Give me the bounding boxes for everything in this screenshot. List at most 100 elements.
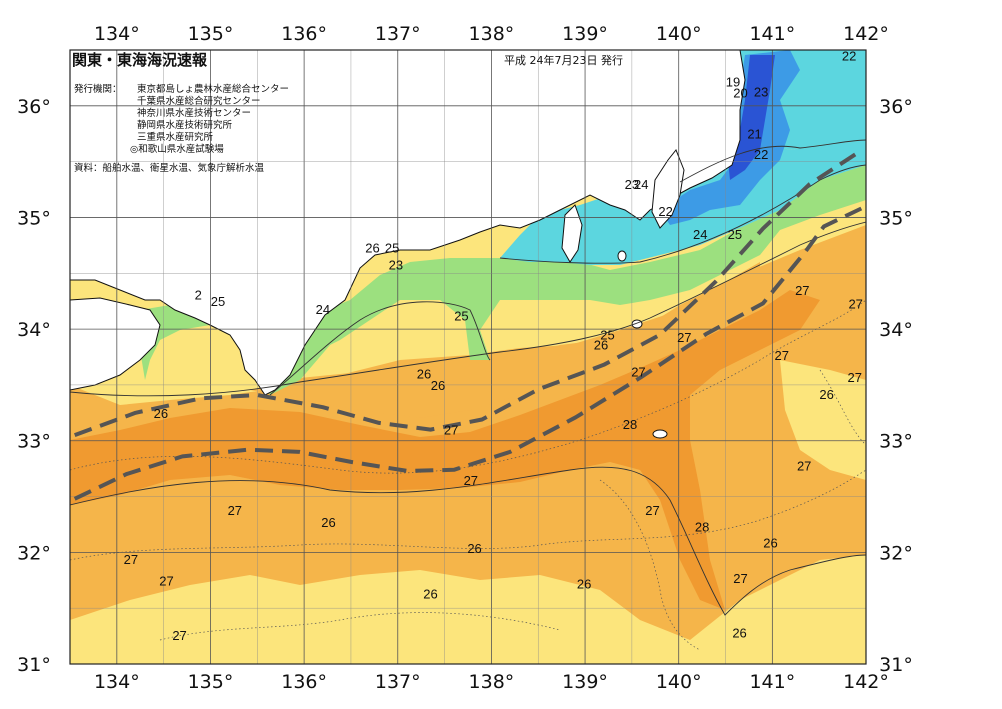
isotherm-label: 24	[634, 177, 648, 192]
map-frame	[69, 49, 867, 665]
isotherm-label: 26	[423, 587, 437, 602]
isotherm-label: 26	[467, 541, 481, 556]
lat-label-left: 34°	[17, 319, 51, 341]
zone-very-warm-core	[70, 290, 820, 610]
issuer-3: 静岡県水産技術研究所	[137, 119, 233, 131]
issuer-5: ◎和歌山県水産試験場	[130, 143, 224, 155]
isotherm-label: 21	[747, 127, 761, 142]
isotherm-label: 26	[594, 338, 608, 353]
map-title: 関東・東海海況速報	[72, 51, 208, 69]
isotherm-label: 27	[774, 348, 788, 363]
lat-label-right: 35°	[879, 207, 913, 229]
issuer-4: 三重県水産研究所	[137, 131, 214, 143]
isotherm-label: 19	[726, 74, 740, 89]
isotherm-label: 23	[625, 177, 639, 192]
lon-label-bottom: 138°	[469, 671, 515, 693]
issuer-0: 東京都島しょ農林水産総合センター	[137, 83, 289, 95]
isotherm-label: 25	[600, 328, 614, 343]
isotherm-label: 27	[797, 458, 811, 473]
axis-labels: 134° 134° 135° 135° 136° 136° 137° 137° 138° 138°…	[17, 23, 913, 693]
isotherm-label: 27	[677, 330, 691, 345]
isotherm-lines	[70, 139, 866, 616]
land-honshu	[70, 50, 746, 396]
lon-label-top: 135°	[188, 23, 234, 45]
isotherm-label: 25	[211, 294, 225, 309]
lat-label-left: 36°	[17, 96, 51, 118]
issuer-1: 千葉県水産総合研究センター	[137, 95, 261, 107]
isotherm-label: 28	[623, 417, 637, 432]
isotherm-label: 25	[454, 309, 468, 324]
lon-label-bottom: 135°	[188, 671, 234, 693]
isotherm-label: 27	[631, 365, 645, 380]
lon-label-bottom: 136°	[281, 671, 327, 693]
zone-mild-south	[70, 555, 866, 664]
header-block: 関東・東海海況速報 平成 24年7月23日 発行 発行機関： 東京都島しょ農林水…	[72, 51, 623, 174]
issuer-2: 神奈川県水産技術センター	[137, 107, 251, 119]
graticule	[70, 50, 866, 664]
isotherm-label: 23	[389, 257, 403, 272]
zone-mild-east	[780, 360, 866, 480]
lon-label-bottom: 137°	[375, 671, 421, 693]
issuer-label: 発行機関：	[74, 83, 122, 95]
isotherm-label: 27	[124, 552, 138, 567]
isotherm-label: 28	[695, 520, 709, 535]
isotherm-label: 25	[385, 241, 399, 256]
isotherm-label: 27	[228, 503, 242, 518]
isotherm-label: 26	[763, 535, 777, 550]
isotherm-label: 27	[848, 296, 862, 311]
lat-label-left: 31°	[17, 654, 51, 676]
isotherm-label: 22	[754, 147, 768, 162]
sub-isotherms	[70, 299, 866, 651]
issue-date: 平成 24年7月23日 発行	[504, 53, 623, 67]
lat-label-right: 32°	[879, 542, 913, 564]
zone-transition-2	[290, 165, 866, 380]
lon-label-bottom: 139°	[562, 671, 608, 693]
kuroshio-path-inner	[74, 148, 863, 437]
temperature-field	[70, 50, 866, 664]
kuroshio-paths	[73, 148, 863, 501]
isotherm-label: 25	[728, 227, 742, 242]
isotherm-label: 26	[417, 367, 431, 382]
lon-label-top: 136°	[281, 23, 327, 45]
isotherm-label: 24	[693, 227, 707, 242]
isotherm-label: 26	[431, 378, 445, 393]
lon-label-top: 134°	[94, 23, 140, 45]
isotherm-label: 26	[321, 515, 335, 530]
lon-label-top: 138°	[469, 23, 515, 45]
land-izu	[561, 204, 583, 263]
land-oshima	[617, 250, 627, 262]
lon-label-top: 139°	[562, 23, 608, 45]
isotherm-label: 20	[733, 85, 747, 100]
lat-label-right: 33°	[879, 431, 913, 453]
isotherm-label: 27	[444, 423, 458, 438]
isotherm-label: 26	[732, 626, 746, 641]
isotherm-label: 23	[754, 84, 768, 99]
isotherm-label: 27	[172, 628, 186, 643]
lon-label-top: 142°	[843, 23, 889, 45]
lon-label-top: 141°	[749, 23, 795, 45]
isotherm-label: 26	[365, 241, 379, 256]
lon-label-bottom: 141°	[749, 671, 795, 693]
lon-label-bottom: 134°	[94, 671, 140, 693]
isotherm-label: 26	[154, 406, 168, 421]
lon-label-bottom: 142°	[843, 671, 889, 693]
isotherm-label: 27	[795, 283, 809, 298]
isotherm-label: 24	[316, 302, 330, 317]
lat-label-left: 35°	[17, 207, 51, 229]
lon-label-bottom: 140°	[656, 671, 702, 693]
lat-label-left: 32°	[17, 542, 51, 564]
isotherm-label: 22	[658, 204, 672, 219]
zone-warm-shelf	[250, 262, 760, 418]
zone-very-cold	[728, 55, 775, 180]
lat-label-right: 36°	[879, 96, 913, 118]
lat-label-left: 33°	[17, 431, 51, 453]
isotherm-label: 27	[848, 370, 862, 385]
isotherm-label: 26	[577, 577, 591, 592]
lat-label-right: 31°	[879, 654, 913, 676]
lon-label-top: 137°	[375, 23, 421, 45]
isotherm-label: 27	[159, 573, 173, 588]
isotherm-label: 27	[733, 571, 747, 586]
isotherm-label: 27	[645, 503, 659, 518]
